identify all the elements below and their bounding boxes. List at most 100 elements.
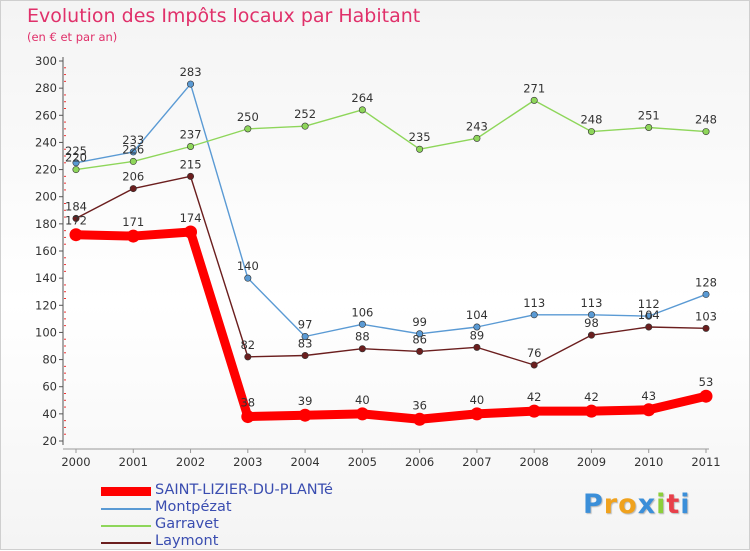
data-label-saint-lizier-du-plant: 38 [240, 396, 255, 410]
data-point-montp-zat [244, 274, 252, 282]
x-tick-label: 2008 [520, 455, 549, 469]
logo-letter: i [656, 489, 667, 520]
y-tick-label: 200 [35, 190, 57, 204]
data-labels-layer: 225 233 283 140 97 106 99 104 113 113 112 128 220 226… [65, 65, 717, 412]
data-label-garravet: 248 [695, 113, 717, 127]
data-point-saint-lizier-du-plant [470, 407, 484, 421]
data-point-saint-lizier-du-plant [642, 403, 656, 417]
series-line-garravet [75, 99, 707, 171]
data-point-montp-zat [530, 311, 538, 319]
y-tick-label: 60 [42, 380, 57, 394]
logo-letter: P [583, 489, 604, 520]
data-label-laymont: 184 [65, 199, 87, 213]
legend-swatch [101, 487, 151, 496]
series-line-laymont [75, 175, 707, 366]
y-tick-label: 120 [35, 298, 57, 312]
data-label-saint-lizier-du-plant: 36 [412, 398, 427, 412]
y-tick-label: 100 [35, 325, 57, 339]
data-label-laymont: 83 [298, 337, 313, 351]
data-label-montp-zat: 97 [298, 318, 313, 332]
data-point-garravet [244, 125, 252, 133]
legend-label: SAINT-LIZIER-DU-PLANTé [155, 482, 333, 498]
data-point-garravet [530, 96, 538, 104]
data-point-laymont [358, 345, 366, 353]
data-label-saint-lizier-du-plant: 171 [122, 215, 144, 229]
data-point-garravet [587, 128, 595, 136]
data-point-montp-zat [702, 290, 710, 298]
data-point-garravet [301, 122, 309, 130]
data-label-montp-zat: 113 [523, 296, 545, 310]
data-point-laymont [187, 172, 195, 180]
proxiti-logo: Proxiti [583, 489, 691, 520]
data-point-laymont [129, 185, 137, 193]
data-label-saint-lizier-du-plant: 40 [470, 393, 485, 407]
data-point-saint-lizier-du-plant [184, 225, 198, 239]
data-label-garravet: 248 [580, 113, 602, 127]
data-label-saint-lizier-du-plant: 53 [699, 375, 714, 389]
data-point-garravet [187, 143, 195, 151]
data-point-saint-lizier-du-plant [241, 410, 255, 424]
legend-swatch [101, 525, 151, 527]
data-point-saint-lizier-du-plant [699, 389, 713, 403]
y-tick-label: 300 [35, 54, 57, 68]
chart-title: Evolution des Impôts locaux par Habitant [27, 5, 421, 27]
data-label-saint-lizier-du-plant: 43 [641, 389, 656, 403]
y-tick-label: 80 [42, 353, 57, 367]
y-tick-label: 180 [35, 217, 57, 231]
data-point-montp-zat [473, 323, 481, 331]
y-tick-label: 220 [35, 163, 57, 177]
data-label-saint-lizier-du-plant: 174 [180, 211, 202, 225]
y-tick-label: 160 [35, 244, 57, 258]
data-point-garravet [473, 134, 481, 142]
data-point-montp-zat [416, 330, 424, 338]
data-label-garravet: 243 [466, 119, 488, 133]
x-tick-label: 2002 [176, 455, 205, 469]
data-label-laymont: 89 [470, 328, 485, 342]
data-point-garravet [416, 145, 424, 153]
data-label-saint-lizier-du-plant: 40 [355, 393, 370, 407]
data-label-garravet: 250 [237, 110, 259, 124]
data-label-saint-lizier-du-plant: 42 [584, 390, 599, 404]
data-label-montp-zat: 106 [351, 305, 373, 319]
x-tick-label: 2007 [462, 455, 491, 469]
x-tick-label: 2010 [634, 455, 663, 469]
data-label-garravet: 271 [523, 81, 545, 95]
data-point-saint-lizier-du-plant [527, 404, 541, 418]
y-axis-ticks: 20 40 60 80 100 120 140 160 180 200 220 240 260 280 30… [35, 54, 66, 448]
x-tick-label: 2003 [233, 455, 262, 469]
x-tick-label: 2011 [691, 455, 720, 469]
series-line-saint-lizier-du-plant [71, 227, 711, 424]
data-point-montp-zat [72, 159, 80, 167]
data-point-laymont [587, 331, 595, 339]
data-label-saint-lizier-du-plant: 39 [298, 394, 313, 408]
x-tick-label: 2009 [577, 455, 606, 469]
data-label-montp-zat: 99 [412, 315, 427, 329]
legend-label: Montpézat [155, 499, 232, 515]
chart-subtitle: (en € et par an) [27, 30, 118, 44]
data-label-saint-lizier-du-plant: 172 [65, 214, 87, 228]
data-point-garravet [72, 166, 80, 174]
x-tick-label: 2000 [61, 455, 90, 469]
data-label-garravet: 252 [294, 107, 316, 121]
data-point-laymont [645, 323, 653, 331]
data-point-montp-zat [645, 312, 653, 320]
data-label-laymont: 86 [412, 332, 427, 346]
data-label-laymont: 206 [122, 170, 144, 184]
data-label-montp-zat: 140 [237, 259, 259, 273]
logo-letter: x [637, 489, 657, 520]
data-point-saint-lizier-du-plant [413, 412, 427, 426]
logo-letter: t [666, 489, 681, 520]
data-label-laymont: 103 [695, 309, 717, 323]
data-label-montp-zat: 283 [180, 65, 202, 79]
data-point-montp-zat [129, 148, 137, 156]
data-point-garravet [645, 124, 653, 132]
data-label-laymont: 215 [180, 157, 202, 171]
y-tick-label: 40 [42, 407, 57, 421]
data-label-garravet: 226 [122, 142, 144, 156]
data-point-saint-lizier-du-plant [69, 228, 83, 242]
data-label-garravet: 264 [351, 91, 373, 105]
data-label-garravet: 237 [180, 128, 202, 142]
data-point-montp-zat [358, 320, 366, 328]
